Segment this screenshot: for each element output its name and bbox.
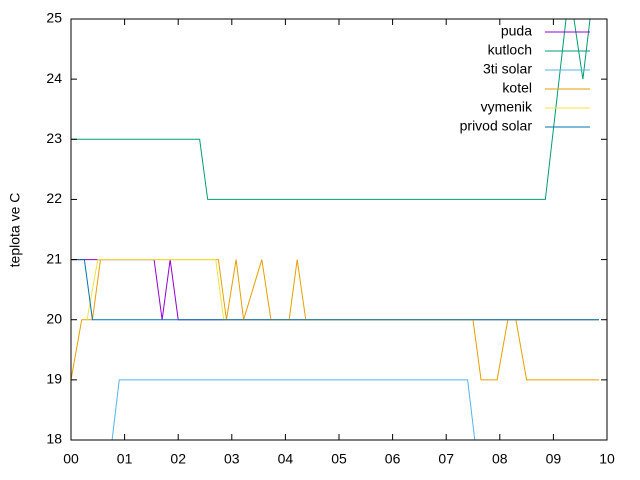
x-tick-label: 04	[278, 451, 294, 467]
y-tick-label: 24	[46, 70, 62, 86]
y-tick-label: 19	[46, 371, 62, 387]
x-tick-label: 07	[438, 451, 454, 467]
legend-label: kotel	[502, 80, 532, 96]
series-line	[111, 379, 476, 440]
x-tick-label: 05	[331, 451, 347, 467]
series-line	[71, 259, 599, 321]
series-line	[71, 259, 599, 321]
x-tick-label: 02	[170, 451, 186, 467]
x-tick-label: 08	[492, 451, 508, 467]
x-tick-label: 00	[63, 451, 79, 467]
y-tick-label: 18	[46, 431, 62, 447]
y-tick-label: 21	[46, 250, 62, 266]
legend-label: puda	[501, 23, 532, 39]
series-line	[86, 259, 599, 321]
y-tick-label: 22	[46, 190, 62, 206]
x-tick-label: 03	[224, 451, 240, 467]
legend-label: privod solar	[460, 118, 533, 134]
plot-lines	[71, 19, 599, 440]
legend-label: 3ti solar	[483, 61, 532, 77]
legend-label: vymenik	[481, 99, 533, 115]
x-tick-label: 01	[117, 451, 133, 467]
y-tick-label: 23	[46, 130, 62, 146]
series-line	[71, 19, 591, 200]
y-axis-label: teplota ve C	[7, 193, 23, 268]
y-tick-label: 25	[46, 10, 62, 26]
x-tick-label: 06	[385, 451, 401, 467]
x-tick-label: 10	[599, 451, 615, 467]
y-tick-label: 20	[46, 310, 62, 326]
x-tick-label: 09	[546, 451, 562, 467]
legend-label: kutloch	[488, 42, 532, 58]
